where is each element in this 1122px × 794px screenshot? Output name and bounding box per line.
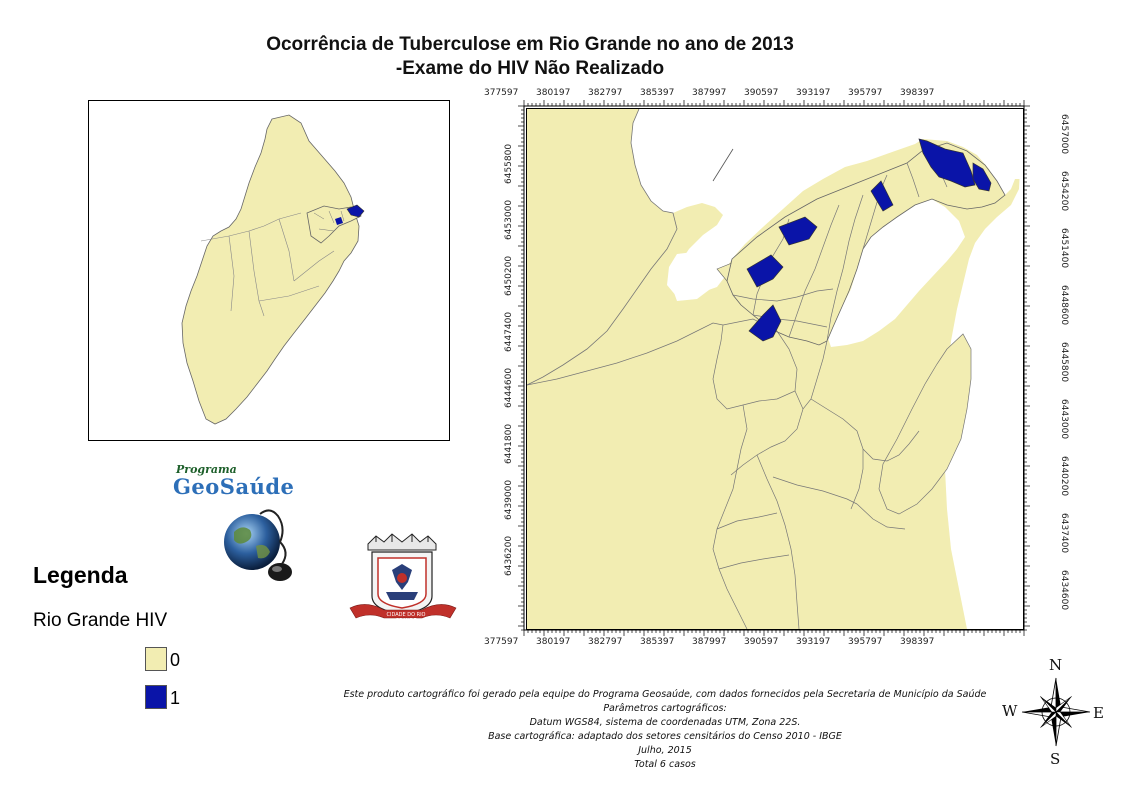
coordinate-label: 6453000 <box>504 199 514 240</box>
legend-label-0: 0 <box>170 650 181 670</box>
coordinate-label: 393197 <box>796 637 831 647</box>
coordinate-label: 6445800 <box>1059 342 1069 383</box>
credits-line-4: Base cartográfica: adaptado dos setores … <box>488 731 842 742</box>
coordinate-label: 6439000 <box>504 479 514 520</box>
coordinate-label: 377597 <box>484 88 519 98</box>
coordinate-label: 382797 <box>588 637 623 647</box>
rio-grande-crest <box>349 533 457 619</box>
coordinate-label: 380197 <box>536 88 571 98</box>
legend-layer-name: Rio Grande HIV <box>33 610 168 631</box>
coordinate-label: 6434600 <box>1059 570 1069 611</box>
coordinate-label: 6454200 <box>1059 171 1069 212</box>
coordinate-label: 390597 <box>744 637 779 647</box>
compass-north-label: N <box>1049 656 1063 674</box>
map-title: Ocorrência de Tuberculose em Rio Grande … <box>266 34 794 55</box>
coordinate-label: 6440200 <box>1059 456 1069 497</box>
coordinate-label: 6457000 <box>1059 114 1069 155</box>
main-map <box>526 108 1024 630</box>
credits-line-1: Este produto cartográfico foi gerado pel… <box>343 689 987 700</box>
coordinate-label: 387997 <box>692 637 727 647</box>
overview-map-shape <box>181 114 365 425</box>
coordinate-label: 6451400 <box>1059 228 1069 269</box>
crest-banner-text: CIDADE DO RIO GRANDE <box>386 612 426 624</box>
globe-mouse-logo <box>224 509 292 581</box>
map-credits: Este produto cartográfico foi gerado pel… <box>300 688 1030 772</box>
compass-east-label: E <box>1093 704 1104 722</box>
credits-line-5: Julho, 2015 <box>638 745 692 756</box>
legend-label-1: 1 <box>170 688 181 708</box>
logo-geosaude-text: GeoSaúde <box>173 474 295 499</box>
credits-line-3: Datum WGS84, sistema de coordenadas UTM,… <box>529 717 801 728</box>
compass-west-label: W <box>1002 702 1018 720</box>
coordinate-label: 6447400 <box>504 311 514 352</box>
coordinate-label: 6437400 <box>1059 513 1069 554</box>
coordinate-label: 385397 <box>640 637 675 647</box>
coordinate-label: 6455800 <box>504 143 514 184</box>
coordinate-label: 6441800 <box>504 423 514 464</box>
legend-swatch-1 <box>145 685 167 709</box>
legend-title: Legenda <box>33 562 128 588</box>
logo-program-text: Programa <box>176 463 237 476</box>
credits-line-2: Parâmetros cartográficos: <box>603 703 727 714</box>
compass-rose-icon <box>1021 677 1091 747</box>
credits-line-6: Total 6 casos <box>634 759 696 770</box>
coordinate-label: 398397 <box>900 88 935 98</box>
coordinate-label: 6444600 <box>504 367 514 408</box>
coordinate-label: 385397 <box>640 88 675 98</box>
coordinate-label: 382797 <box>588 88 623 98</box>
coordinate-label: 387997 <box>692 88 727 98</box>
coordinate-label: 6450200 <box>504 255 514 296</box>
coordinate-label: 393197 <box>796 88 831 98</box>
coordinate-label: 395797 <box>848 88 883 98</box>
coordinate-label: 6436200 <box>504 535 514 576</box>
legend-swatch-0 <box>145 647 167 671</box>
compass-south-label: S <box>1050 750 1061 768</box>
map-subtitle: -Exame do HIV Não Realizado <box>395 58 665 79</box>
coordinate-label: 377597 <box>484 637 519 647</box>
coordinate-label: 6448600 <box>1059 285 1069 326</box>
coordinate-label: 390597 <box>744 88 779 98</box>
coordinate-label: 395797 <box>848 637 883 647</box>
main-map-shape <box>527 109 1023 629</box>
coordinate-label: 380197 <box>536 637 571 647</box>
coordinate-label: 6443000 <box>1059 399 1069 440</box>
coordinate-label: 398397 <box>900 637 935 647</box>
overview-map <box>88 100 450 441</box>
